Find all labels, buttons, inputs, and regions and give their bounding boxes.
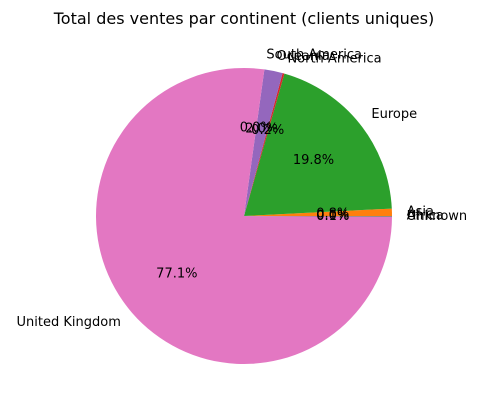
slice-label-europe: Europe xyxy=(371,107,417,122)
slice-pct-oceania: 2.0% xyxy=(245,121,278,136)
chart-title: Total des ventes par continent (clients … xyxy=(53,9,434,28)
slice-label-south-america: South America xyxy=(266,47,362,62)
pie-slice-north-america xyxy=(244,73,285,216)
slice-label-unknown: Unknown xyxy=(407,209,467,224)
slice-pct-europe: 19.8% xyxy=(293,153,334,168)
slice-pct-unknown: 0.1% xyxy=(316,209,349,224)
slice-label-asia: Asia xyxy=(407,204,434,219)
slice-pct-south-america: 0.0% xyxy=(240,121,273,136)
pie-labels: Africa 0.0% Asia 0.8% Europe 19.8% North Ameri… xyxy=(17,47,468,330)
slice-pct-africa: 0.0% xyxy=(316,209,349,224)
pie-slice-asia xyxy=(244,208,392,216)
slice-label-united-kingdom: United Kingdom xyxy=(17,315,121,330)
slice-pct-asia: 0.8% xyxy=(316,206,349,221)
slice-label-oceania: Oceania xyxy=(277,49,330,64)
slice-pct-north-america: 0.2% xyxy=(251,123,284,138)
pie-slices xyxy=(96,68,392,365)
pie-slice-united-kingdom xyxy=(96,68,392,365)
slice-pct-united-kingdom: 77.1% xyxy=(156,267,197,282)
pie-slice-unknown xyxy=(244,216,392,217)
slice-label-north-america: North America xyxy=(287,52,381,67)
slice-label-africa: Africa xyxy=(407,209,444,224)
pie-slice-europe xyxy=(244,73,392,216)
pie-slice-oceania xyxy=(244,69,283,216)
